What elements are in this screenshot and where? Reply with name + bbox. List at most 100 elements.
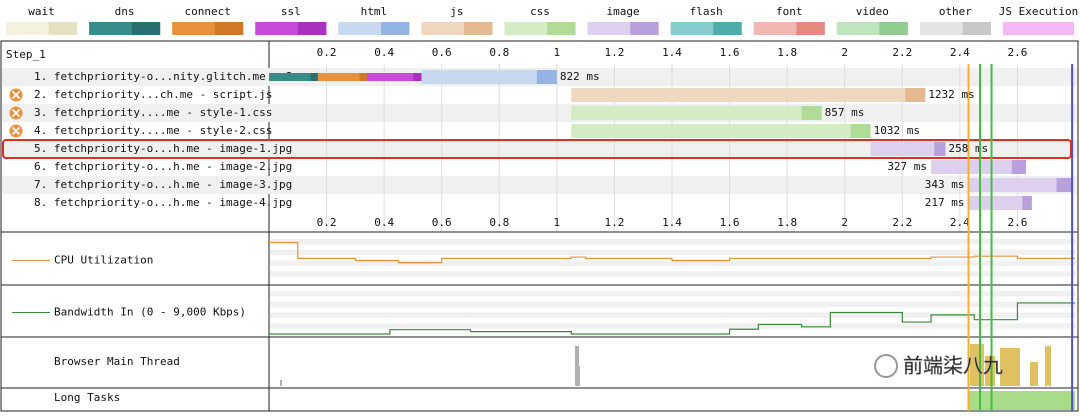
panel-stripe — [270, 249, 1076, 256]
request-bar-download — [1056, 178, 1073, 192]
main-thread-activity — [1045, 346, 1051, 386]
axis-tick-label-bottom: 1.2 — [604, 216, 624, 229]
request-bar-download — [413, 73, 422, 81]
request-bar-download — [1022, 196, 1032, 210]
axis-tick-label: 0.2 — [317, 46, 337, 59]
frame — [0, 40, 1079, 412]
request-bar — [421, 70, 557, 84]
request-time: 217 ms — [925, 196, 965, 209]
legend-swatch-dark — [214, 22, 244, 35]
render-blocking-x — [11, 90, 21, 100]
request-label: 5. fetchpriority-o...h.me - image-1.jpg — [34, 142, 292, 155]
legend-swatch-dark — [713, 22, 742, 35]
axis-tick-label: 1.8 — [777, 46, 797, 59]
request-bar-download — [801, 106, 822, 120]
long-task — [968, 391, 1075, 410]
axis-tick-label: 2.4 — [950, 46, 970, 59]
axis-tick-label-bottom: 1.8 — [777, 216, 797, 229]
axis-tick-label: 1.6 — [720, 46, 740, 59]
axis-tick-label: 0.8 — [489, 46, 509, 59]
axis-tick-label-bottom: 2 — [841, 216, 848, 229]
row-stripe — [2, 176, 1077, 194]
request-bar-download — [850, 124, 871, 138]
axis-tick-label: 1.4 — [662, 46, 682, 59]
axis-tick-label-bottom: 1 — [554, 216, 561, 229]
panel-stripe — [270, 271, 1076, 277]
cpu-line — [269, 241, 1075, 264]
legend-label: html — [361, 5, 388, 18]
main-thread-activity — [280, 380, 282, 386]
request-time: 327 ms — [887, 160, 927, 173]
main-thread-activity — [575, 346, 579, 386]
render-blocking-x — [11, 108, 21, 118]
panel-stripe — [270, 239, 1076, 245]
watermark: 前端柒八九 — [903, 354, 1003, 378]
legend-label: wait — [28, 5, 55, 18]
axis-tick-label: 0.4 — [374, 46, 394, 59]
request-bar-download — [359, 73, 367, 81]
request-time: 857 ms — [825, 106, 865, 119]
request-bar — [571, 88, 926, 102]
legend-swatch-dark — [962, 22, 991, 35]
request-time: 343 ms — [925, 178, 965, 191]
request-label: 6. fetchpriority-o...h.me - image-2.jpg — [34, 160, 292, 173]
legend-label: css — [530, 5, 550, 18]
legend-swatch-dark — [1045, 22, 1074, 35]
request-label: 2. fetchpriority...ch.me - script.js — [34, 88, 272, 101]
legend-label: video — [856, 5, 889, 18]
axis-tick-label-bottom: 2.4 — [950, 216, 970, 229]
main-thread-activity — [1030, 362, 1038, 386]
main-thread-activity — [578, 366, 580, 386]
legend-label: flash — [690, 5, 723, 18]
axis-tick-label: 1 — [554, 46, 561, 59]
long-tasks-label: Long Tasks — [54, 391, 120, 404]
bandwidth-line — [269, 302, 1075, 335]
main-thread-activity — [985, 356, 995, 386]
request-bar-download — [934, 142, 946, 156]
legend-label: font — [776, 5, 803, 18]
request-label: 8. fetchpriority-o...h.me - image-4.jpg — [34, 196, 292, 209]
legend-swatch-dark — [796, 22, 825, 35]
legend-swatch-dark — [297, 22, 327, 35]
axis-tick-label-bottom: 1.6 — [720, 216, 740, 229]
render-blocking-x — [11, 126, 21, 136]
legend-swatch-dark — [547, 22, 576, 35]
request-label: 1. fetchpriority-o...nity.glitch.me - 8 — [34, 70, 292, 83]
request-bar — [968, 178, 1073, 192]
axis-tick-label-bottom: 0.4 — [374, 216, 394, 229]
main-thread-activity — [1000, 348, 1020, 386]
axis-tick-label: 0.6 — [432, 46, 452, 59]
legend-label: other — [939, 5, 972, 18]
request-label: 7. fetchpriority-o...h.me - image-3.jpg — [34, 178, 292, 191]
watermark-icon — [874, 354, 898, 378]
request-time: 1232 ms — [928, 88, 974, 101]
request-bar — [931, 160, 1027, 174]
axis-tick-label: 2.2 — [892, 46, 912, 59]
request-bar — [317, 73, 367, 81]
main-thread-label: Browser Main Thread — [54, 355, 180, 368]
legend-label: JS Execution — [999, 5, 1078, 18]
request-time: 1032 ms — [874, 124, 920, 137]
request-bar-download — [536, 70, 557, 84]
step-label: Step_1 — [6, 48, 46, 61]
legend-swatch-dark — [630, 22, 659, 35]
axis-tick-label: 1.2 — [604, 46, 624, 59]
legend-label: ssl — [281, 5, 301, 18]
legend-label: dns — [115, 5, 135, 18]
legend-swatch-dark — [131, 22, 161, 35]
axis-tick-label-bottom: 1.4 — [662, 216, 682, 229]
request-bar — [870, 142, 946, 156]
legend-swatch-dark — [48, 22, 78, 35]
cpu-label: CPU Utilization — [54, 254, 153, 267]
row-stripe — [2, 140, 1077, 158]
axis-tick-label: 2 — [841, 46, 848, 59]
legend-label: image — [607, 5, 640, 18]
request-label: 3. fetchpriority....me - style-1.css — [34, 106, 272, 119]
panel-stripe — [270, 291, 1076, 297]
request-bar-download — [905, 88, 926, 102]
axis-tick-label-bottom: 0.8 — [489, 216, 509, 229]
request-bar — [269, 73, 318, 81]
request-bar — [571, 106, 822, 120]
legend-swatch-dark — [879, 22, 908, 35]
legend-label: connect — [185, 5, 231, 18]
